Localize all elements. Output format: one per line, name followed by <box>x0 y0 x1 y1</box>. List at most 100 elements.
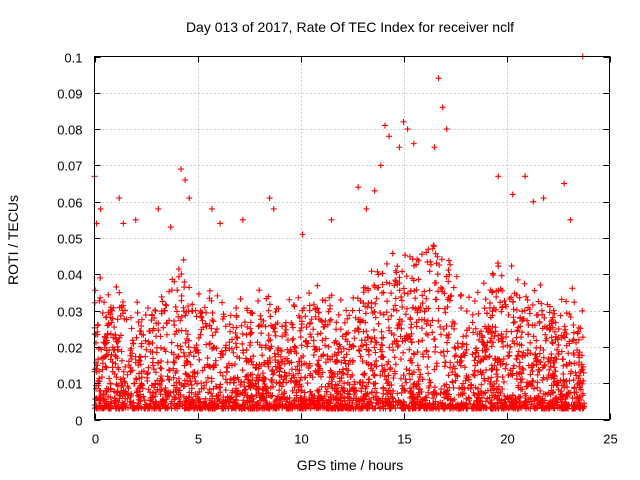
data-point <box>255 298 262 305</box>
data-point <box>351 335 358 342</box>
data-point <box>295 294 302 301</box>
data-point <box>377 309 384 316</box>
data-point <box>440 348 447 355</box>
data-point <box>505 395 512 402</box>
data-point <box>104 401 111 408</box>
data-point <box>97 205 104 212</box>
data-point <box>518 342 525 349</box>
data-point <box>370 327 377 334</box>
data-point <box>490 339 497 346</box>
data-point <box>212 357 219 364</box>
data-point <box>379 342 386 349</box>
data-point <box>249 377 256 384</box>
data-point <box>228 362 235 369</box>
data-point <box>275 393 282 400</box>
data-point <box>271 350 278 357</box>
data-point <box>575 336 582 343</box>
data-point <box>296 314 303 321</box>
data-point <box>343 365 350 372</box>
data-point <box>497 389 504 396</box>
data-point <box>544 375 551 382</box>
data-point <box>170 365 177 372</box>
data-point <box>349 307 356 314</box>
data-point <box>346 341 353 348</box>
data-point <box>147 400 154 407</box>
data-point <box>489 392 496 399</box>
data-point <box>343 307 350 314</box>
data-point <box>158 378 165 385</box>
data-point <box>551 378 558 385</box>
data-point <box>475 310 482 317</box>
data-point <box>475 405 482 412</box>
data-point <box>384 380 391 387</box>
data-point <box>365 300 372 307</box>
data-point <box>551 310 558 317</box>
data-point <box>396 280 403 287</box>
data-point <box>538 307 545 314</box>
data-point <box>150 366 157 373</box>
data-point <box>227 328 234 335</box>
data-point <box>186 400 193 407</box>
data-point <box>571 351 578 358</box>
data-point <box>215 396 222 403</box>
data-point <box>482 343 489 350</box>
data-point <box>445 331 452 338</box>
data-point <box>196 396 203 403</box>
data-point <box>253 405 260 412</box>
data-point <box>375 320 382 327</box>
data-point <box>266 195 273 202</box>
data-point <box>494 400 501 407</box>
data-point <box>474 359 481 366</box>
data-point <box>563 362 570 369</box>
data-point <box>426 400 433 407</box>
data-point <box>181 284 188 291</box>
data-point <box>186 351 193 358</box>
data-point <box>266 301 273 308</box>
data-point <box>402 311 409 318</box>
data-point <box>291 396 298 403</box>
data-point <box>499 374 506 381</box>
data-point <box>315 395 322 402</box>
data-point <box>475 397 482 404</box>
data-point <box>398 297 405 304</box>
x-tick-label: 0 <box>92 432 99 447</box>
axis-ticks <box>94 56 611 421</box>
data-point <box>103 364 110 371</box>
data-point <box>303 397 310 404</box>
data-point <box>516 369 523 376</box>
data-point <box>256 404 263 411</box>
data-point <box>469 319 476 326</box>
data-point <box>379 400 386 407</box>
data-point <box>113 381 120 388</box>
data-point <box>433 360 440 367</box>
data-point <box>164 359 171 366</box>
data-point <box>555 341 562 348</box>
data-point <box>355 398 362 405</box>
data-point <box>170 358 177 365</box>
data-point <box>379 368 386 375</box>
data-point <box>197 404 204 411</box>
data-point <box>266 346 273 353</box>
data-point <box>303 324 310 331</box>
data-point <box>325 308 332 315</box>
data-point <box>477 358 484 365</box>
data-point <box>447 397 454 404</box>
data-point <box>579 392 586 399</box>
data-point <box>104 330 111 337</box>
data-point <box>514 276 521 283</box>
data-point <box>490 404 497 411</box>
data-point <box>99 309 106 316</box>
data-point <box>182 399 189 406</box>
data-point <box>222 397 229 404</box>
data-point <box>579 334 586 341</box>
data-point <box>232 340 239 347</box>
data-point <box>175 266 182 273</box>
data-point <box>444 339 451 346</box>
data-point <box>394 390 401 397</box>
chart-title: Day 013 of 2017, Rate Of TEC Index for r… <box>186 19 514 35</box>
data-point <box>485 375 492 382</box>
data-point <box>346 312 353 319</box>
data-point <box>111 346 118 353</box>
data-point <box>486 354 493 361</box>
data-point <box>438 386 445 393</box>
